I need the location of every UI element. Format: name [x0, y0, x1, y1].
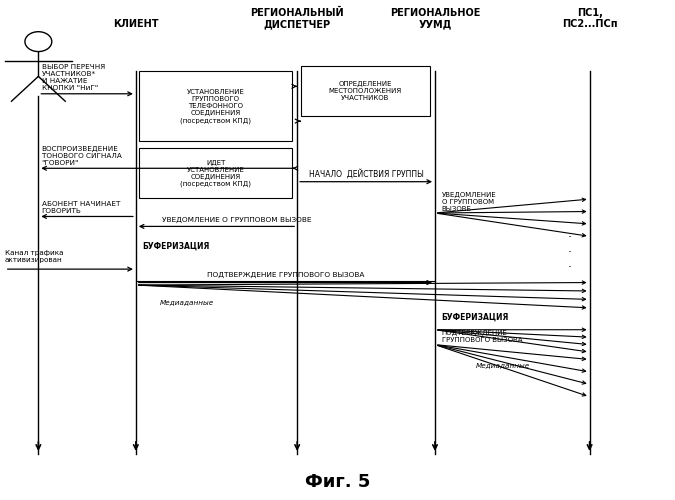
Text: БУФЕРИЗАЦИЯ: БУФЕРИЗАЦИЯ — [142, 242, 210, 251]
Circle shape — [25, 32, 52, 52]
Text: УВЕДОМЛЕНИЕ
О ГРУППОВОМ
ВЫЗОВЕ: УВЕДОМЛЕНИЕ О ГРУППОВОМ ВЫЗОВЕ — [441, 192, 496, 212]
Text: НАЧАЛО  ДЕЙСТВИЯ ГРУППЫ: НАЧАЛО ДЕЙСТВИЯ ГРУППЫ — [308, 168, 423, 178]
Text: Фиг. 5: Фиг. 5 — [305, 473, 370, 491]
Text: ИДЕТ
УСТАНОВЛЕНИЕ
СОЕДИНЕНИЯ
(посредством КПД): ИДЕТ УСТАНОВЛЕНИЕ СОЕДИНЕНИЯ (посредство… — [180, 160, 251, 187]
Bar — [139, 72, 292, 141]
Text: Канал трафика
активизирован: Канал трафика активизирован — [5, 250, 63, 263]
Text: РЕГИОНАЛЬНОЕ
УУМД: РЕГИОНАЛЬНОЕ УУМД — [389, 8, 480, 29]
Bar — [300, 66, 430, 116]
Bar — [139, 148, 292, 198]
Text: КЛИЕНТ: КЛИЕНТ — [113, 19, 159, 29]
Text: АБОНЕНТ НАЧИНАЕТ
ГОВОРИТЬ: АБОНЕНТ НАЧИНАЕТ ГОВОРИТЬ — [42, 202, 120, 214]
Text: ·
·
·: · · · — [568, 231, 572, 274]
Text: РЕГИОНАЛЬНЫЙ
ДИСПЕТЧЕР: РЕГИОНАЛЬНЫЙ ДИСПЕТЧЕР — [250, 8, 344, 29]
Text: ВЫБОР ПЕРЕЧНЯ
УЧАСТНИКОВ*
И НАЖАТИЕ
КНОПКИ "НиГ": ВЫБОР ПЕРЕЧНЯ УЧАСТНИКОВ* И НАЖАТИЕ КНОП… — [42, 64, 105, 92]
Text: УСТАНОВЛЕНИЕ
ГРУППОВОГО
ТЕЛЕФОННОГО
СОЕДИНЕНИЯ
(посредством КПД): УСТАНОВЛЕНИЕ ГРУППОВОГО ТЕЛЕФОННОГО СОЕД… — [180, 89, 251, 124]
Text: ВОСПРОИЗВЕДЕНИЕ
ТОНОВОГО СИГНАЛА
"ГОВОРИ": ВОСПРОИЗВЕДЕНИЕ ТОНОВОГО СИГНАЛА "ГОВОРИ… — [42, 146, 122, 167]
Text: УВЕДОМЛЕНИЕ О ГРУППОВОМ ВЫЗОВЕ: УВЕДОМЛЕНИЕ О ГРУППОВОМ ВЫЗОВЕ — [162, 217, 311, 223]
Text: БУФЕРИЗАЦИЯ: БУФЕРИЗАЦИЯ — [441, 313, 509, 322]
Text: ПС1,
ПС2...ПСп: ПС1, ПС2...ПСп — [562, 8, 618, 29]
Text: Медиаданные: Медиаданные — [159, 300, 213, 306]
Text: ПОДТВЕРЖДЕНИЕ
ГРУППОВОГО ВЫЗОВА: ПОДТВЕРЖДЕНИЕ ГРУППОВОГО ВЫЗОВА — [441, 330, 522, 343]
Text: ПОДТВЕРЖДЕНИЕ ГРУППОВОГО ВЫЗОВА: ПОДТВЕРЖДЕНИЕ ГРУППОВОГО ВЫЗОВА — [207, 272, 364, 278]
Text: Медиаданные: Медиаданные — [475, 362, 530, 368]
Text: ОПРЕДЕЛЕНИЕ
МЕСТОПОЛОЖЕНИЯ
УЧАСТНИКОВ: ОПРЕДЕЛЕНИЕ МЕСТОПОЛОЖЕНИЯ УЧАСТНИКОВ — [329, 81, 402, 102]
